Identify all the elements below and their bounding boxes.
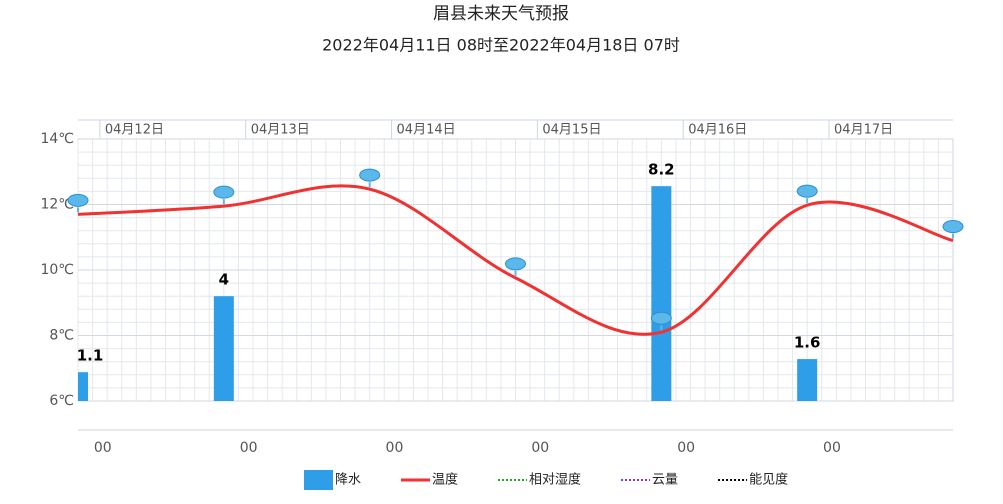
legend-label: 降水 (335, 473, 361, 488)
legend-swatch (304, 470, 333, 490)
weather-icon (67, 193, 89, 207)
weather-icon (505, 257, 526, 271)
value-label: 1.6 (794, 334, 821, 352)
value-label: 1.1 (77, 347, 104, 365)
day-label: 04月12日 (105, 123, 164, 138)
hour-label: 00 (531, 440, 549, 456)
legend-label: 温度 (432, 472, 458, 488)
y-tick-label: 12℃ (40, 197, 74, 213)
precip-bar (78, 372, 88, 401)
chart-subtitle: 2022年04月11日 08时至2022年04月18日 07时 (322, 36, 680, 55)
hour-label: 00 (240, 440, 258, 456)
weather-icon (213, 185, 235, 199)
chart-title: 眉县未来天气预报 (433, 4, 569, 24)
hour-label: 00 (677, 440, 695, 456)
day-label: 04月15日 (542, 123, 601, 138)
precip-bar (651, 186, 672, 401)
day-label: 04月14日 (397, 123, 456, 138)
legend-label: 相对湿度 (529, 472, 581, 488)
hour-label: 00 (386, 440, 404, 456)
precip-bar (797, 359, 818, 401)
weather-icon (796, 184, 818, 198)
day-label: 04月13日 (251, 123, 310, 138)
hour-label: 00 (823, 440, 841, 456)
y-tick-label: 8℃ (49, 328, 74, 344)
legend-label: 能见度 (749, 472, 788, 488)
legend-label: 云量 (652, 473, 678, 488)
weather-icon (942, 220, 964, 234)
day-label: 04月16日 (688, 123, 747, 138)
day-label: 04月17日 (834, 123, 893, 138)
y-tick-label: 14℃ (40, 131, 74, 147)
hour-label: 00 (94, 440, 112, 456)
y-tick-label: 10℃ (40, 262, 74, 278)
precip-bar (213, 296, 234, 401)
value-label: 4 (219, 271, 229, 289)
temperature-line (77, 184, 954, 336)
y-tick-label: 6℃ (49, 393, 74, 409)
weather-icon (650, 311, 672, 325)
value-label: 8.2 (648, 161, 675, 179)
weather-icon (359, 168, 381, 182)
